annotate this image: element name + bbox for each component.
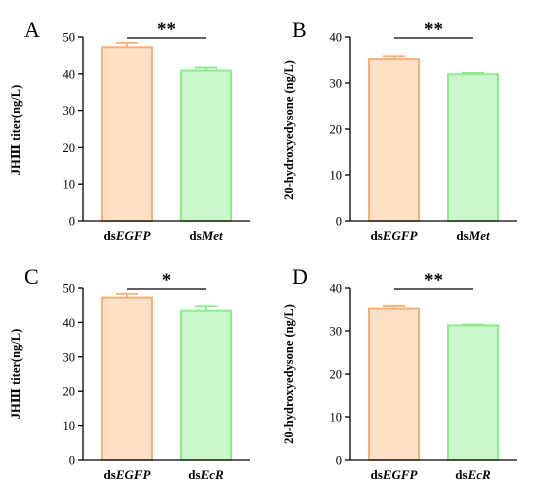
- y-tick-label: 20: [330, 368, 343, 382]
- chart-panel-b: B 20-hydroxyedysone (ng/L) 0 10 20 30 40 dsEGFP…: [282, 17, 517, 243]
- bar-met: [180, 69, 232, 222]
- panel-letter: D: [292, 264, 308, 289]
- panel-letter: A: [24, 17, 40, 42]
- y-tick-label: 40: [330, 282, 343, 296]
- significance-marker: *: [162, 270, 172, 291]
- chart-panel-a: A JHⅢ titer(ng/L) 0 10 20 30 40 50 dsEGFP dsMet **: [9, 17, 250, 243]
- y-tick-label: 0: [336, 215, 342, 229]
- y-tick-label: 0: [69, 454, 75, 468]
- y-tick-label: 0: [336, 454, 342, 468]
- bar-ecr: [447, 324, 499, 461]
- y-axis-label: JHⅢ titer(ng/L): [9, 85, 23, 176]
- y-tick-label: 30: [330, 325, 343, 339]
- bar-egfp: [368, 307, 420, 462]
- bar-egfp: [101, 46, 153, 222]
- significance-marker: **: [424, 19, 443, 40]
- y-tick-label: 10: [330, 411, 343, 425]
- panel-letter: B: [292, 17, 307, 42]
- significance-marker: **: [424, 270, 443, 291]
- x-category-label: dsEGFP: [104, 228, 152, 243]
- panel-letter: C: [24, 264, 39, 289]
- y-tick-label: 20: [330, 123, 343, 137]
- x-category-label: dsEGFP: [104, 467, 152, 482]
- y-tick-label: 20: [63, 385, 76, 399]
- y-tick-label: 40: [330, 31, 343, 45]
- y-axis-label: JHⅢ titer(ng/L): [9, 329, 23, 420]
- bar-met: [447, 73, 499, 223]
- y-tick-label: 50: [63, 282, 76, 296]
- y-tick-label: 40: [63, 67, 76, 81]
- y-tick-label: 10: [63, 419, 76, 433]
- x-category-label: dsEGFP: [371, 467, 419, 482]
- chart-panel-c: C JHⅢ titer(ng/L) 0 10 20 30 40 50 dsEGFP dsEcR *: [9, 264, 250, 482]
- y-axis-label: 20-hydroxyedysone (ng/L): [282, 60, 296, 200]
- y-tick-label: 30: [63, 350, 76, 364]
- y-tick-label: 0: [69, 215, 75, 229]
- y-tick-label: 30: [330, 77, 343, 91]
- chart-panel-d: D 20-hydroxyedysone (ng/L) 0 10 20 30 40 dsEGFP…: [282, 264, 517, 482]
- x-category-label: dsMet: [189, 228, 223, 243]
- x-category-label: dsMet: [456, 228, 490, 243]
- x-category-label: dsEGFP: [371, 228, 419, 243]
- x-category-label: dsEcR: [188, 467, 224, 482]
- y-tick-label: 10: [63, 178, 76, 192]
- y-tick-label: 10: [330, 169, 343, 183]
- y-tick-label: 30: [63, 104, 76, 118]
- y-tick-label: 20: [63, 141, 76, 155]
- bar-ecr: [180, 309, 232, 462]
- y-axis-label: 20-hydroxyedysone (ng/L): [282, 304, 296, 444]
- bar-egfp: [101, 296, 153, 461]
- bar-egfp: [368, 58, 420, 222]
- significance-marker: **: [157, 19, 176, 40]
- x-category-label: dsEcR: [455, 467, 491, 482]
- y-tick-label: 40: [63, 316, 76, 330]
- y-tick-label: 50: [63, 31, 76, 45]
